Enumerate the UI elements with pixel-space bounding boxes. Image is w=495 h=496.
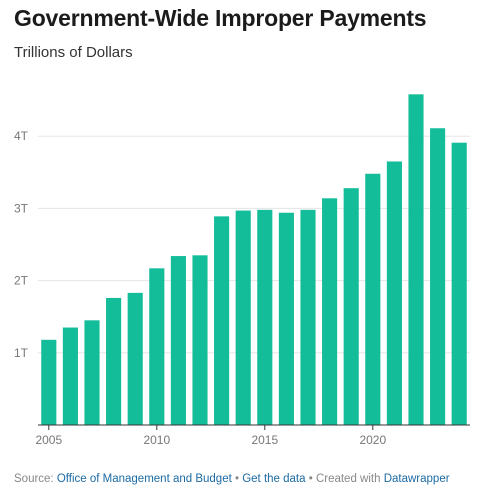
bar-2017 bbox=[300, 209, 316, 425]
bar-2016 bbox=[278, 212, 294, 425]
bar-2013 bbox=[214, 216, 230, 425]
bar-2011 bbox=[170, 256, 186, 425]
bar-chart: 1T 2T 3T 4T 2005 2010 2015 2020 bbox=[14, 94, 470, 447]
bar-2015 bbox=[257, 209, 273, 425]
chart-title: Government-Wide Improper Payments bbox=[14, 5, 427, 31]
source-link[interactable]: Office of Management and Budget bbox=[56, 473, 232, 485]
bar-2010 bbox=[149, 268, 165, 425]
footer-separator: • bbox=[231, 473, 243, 485]
y-tick-label: 2T bbox=[14, 274, 29, 288]
created-prefix: Created with bbox=[315, 473, 384, 485]
bar-2006 bbox=[62, 327, 78, 425]
y-tick-label: 3T bbox=[14, 201, 29, 215]
get-data-link[interactable]: Get the data bbox=[242, 473, 306, 485]
x-tick-label: 2010 bbox=[143, 433, 170, 447]
bar-2008 bbox=[106, 297, 122, 425]
y-tick-label: 1T bbox=[14, 346, 29, 360]
datawrapper-link[interactable]: Datawrapper bbox=[383, 473, 450, 485]
source-prefix: Source: bbox=[14, 473, 57, 485]
bar-2021 bbox=[386, 161, 402, 425]
y-axis-labels: 1T 2T 3T 4T bbox=[14, 129, 29, 360]
bar-2022 bbox=[408, 94, 424, 425]
bar-2019 bbox=[343, 188, 359, 425]
x-tick-label: 2015 bbox=[251, 433, 278, 447]
bar-2018 bbox=[322, 198, 338, 425]
bar-2009 bbox=[127, 292, 143, 425]
y-tick-label: 4T bbox=[14, 129, 29, 143]
bar-2014 bbox=[235, 210, 251, 425]
chart-subtitle: Trillions of Dollars bbox=[14, 44, 133, 61]
bar-2024 bbox=[451, 142, 467, 425]
bar-2023 bbox=[430, 128, 446, 425]
bar-2007 bbox=[84, 320, 100, 425]
x-axis-ticks: 2005 2010 2015 2020 bbox=[35, 425, 386, 447]
gridlines bbox=[38, 135, 470, 354]
bar-2005 bbox=[41, 339, 57, 425]
bar-2020 bbox=[365, 173, 381, 425]
bar-2012 bbox=[192, 255, 208, 425]
footer-separator: • bbox=[305, 473, 316, 485]
chart-footer: Source: Office of Management and Budget … bbox=[14, 473, 450, 485]
x-tick-label: 2020 bbox=[359, 433, 386, 447]
x-tick-label: 2005 bbox=[35, 433, 62, 447]
bars bbox=[41, 94, 467, 425]
